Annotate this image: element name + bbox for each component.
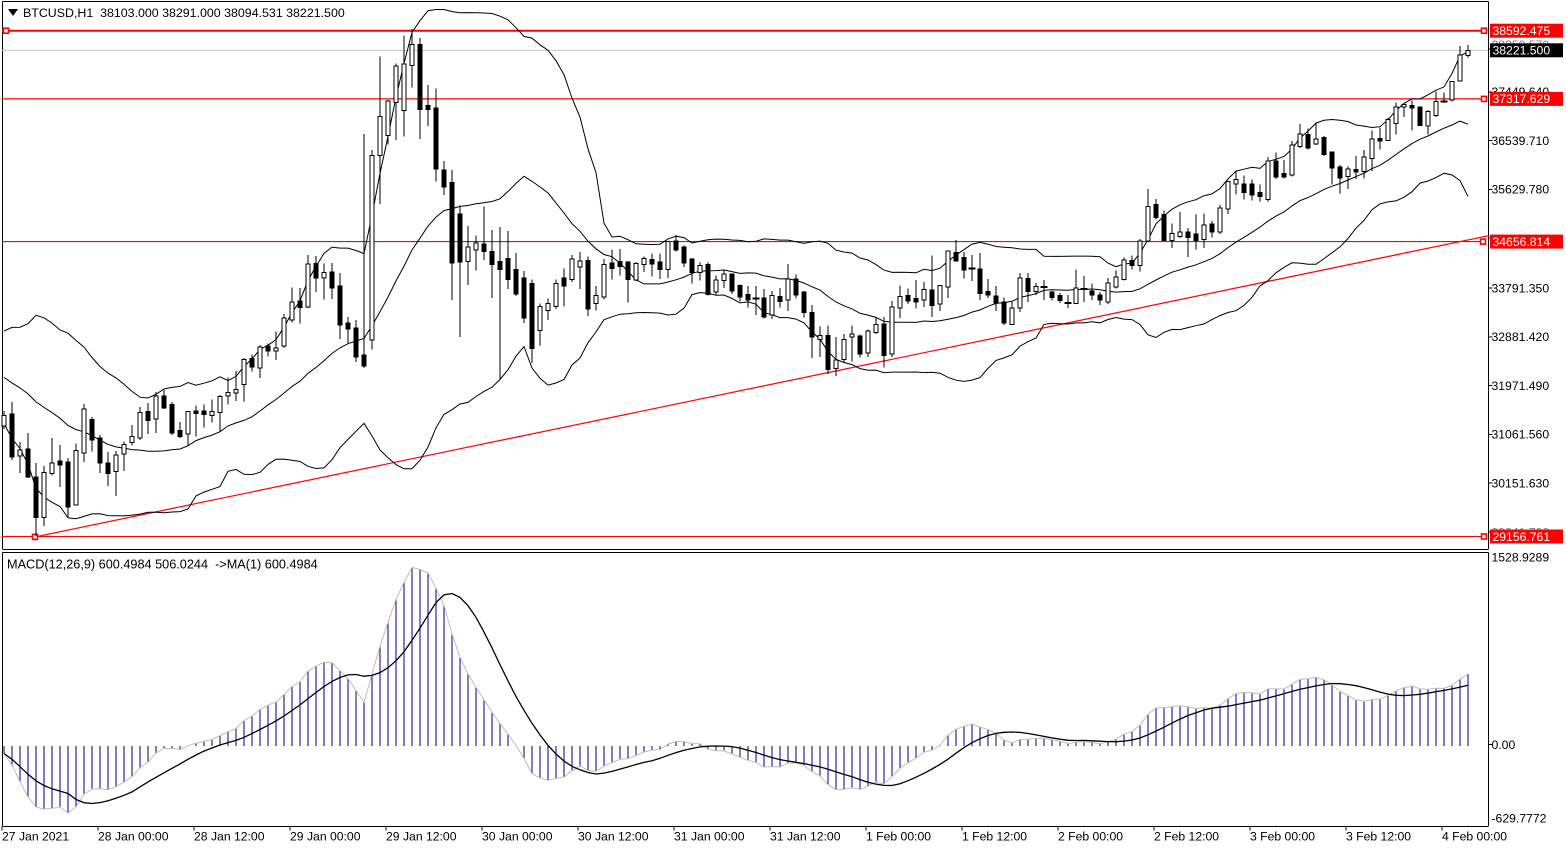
svg-text:31 Jan 00:00: 31 Jan 00:00 bbox=[674, 830, 745, 844]
svg-text:30 Jan 12:00: 30 Jan 12:00 bbox=[578, 830, 649, 844]
svg-text:32881.420: 32881.420 bbox=[1492, 330, 1550, 344]
svg-text:1 Feb 00:00: 1 Feb 00:00 bbox=[866, 830, 931, 844]
svg-text:36539.710: 36539.710 bbox=[1492, 134, 1550, 148]
svg-text:4 Feb 00:00: 4 Feb 00:00 bbox=[1442, 830, 1507, 844]
svg-text:BTCUSD,H1 38103.000 38291.000: BTCUSD,H1 38103.000 38291.000 38094.531 … bbox=[23, 6, 345, 20]
svg-text:MACD(12,26,9) 600.4984 506.024: MACD(12,26,9) 600.4984 506.0244 ->MA(1) … bbox=[7, 558, 318, 572]
svg-text:27 Jan 2021: 27 Jan 2021 bbox=[2, 830, 69, 844]
svg-text:-629.7772: -629.7772 bbox=[1492, 811, 1547, 825]
svg-text:33791.350: 33791.350 bbox=[1492, 281, 1550, 295]
svg-text:28 Jan 12:00: 28 Jan 12:00 bbox=[194, 830, 265, 844]
svg-text:31971.490: 31971.490 bbox=[1492, 379, 1550, 393]
svg-text:29 Jan 00:00: 29 Jan 00:00 bbox=[290, 830, 361, 844]
svg-text:37317.629: 37317.629 bbox=[1493, 92, 1551, 106]
svg-text:35629.780: 35629.780 bbox=[1492, 183, 1550, 197]
svg-text:3 Feb 12:00: 3 Feb 12:00 bbox=[1346, 830, 1411, 844]
svg-text:29 Jan 12:00: 29 Jan 12:00 bbox=[386, 830, 457, 844]
svg-text:0.00: 0.00 bbox=[1492, 738, 1516, 752]
svg-text:1 Feb 12:00: 1 Feb 12:00 bbox=[962, 830, 1027, 844]
svg-text:3 Feb 00:00: 3 Feb 00:00 bbox=[1250, 830, 1315, 844]
svg-text:30151.630: 30151.630 bbox=[1492, 477, 1550, 491]
svg-text:28 Jan 00:00: 28 Jan 00:00 bbox=[98, 830, 169, 844]
svg-text:30 Jan 00:00: 30 Jan 00:00 bbox=[482, 830, 553, 844]
svg-text:2 Feb 12:00: 2 Feb 12:00 bbox=[1154, 830, 1219, 844]
svg-text:31 Jan 12:00: 31 Jan 12:00 bbox=[770, 830, 841, 844]
svg-text:38221.500: 38221.500 bbox=[1493, 44, 1551, 58]
svg-text:1528.9289: 1528.9289 bbox=[1492, 550, 1550, 564]
svg-text:29156.761: 29156.761 bbox=[1493, 530, 1551, 544]
svg-text:38592.475: 38592.475 bbox=[1493, 24, 1551, 38]
svg-text:31061.560: 31061.560 bbox=[1492, 428, 1550, 442]
svg-text:2 Feb 00:00: 2 Feb 00:00 bbox=[1058, 830, 1123, 844]
svg-text:34656.814: 34656.814 bbox=[1493, 235, 1551, 249]
